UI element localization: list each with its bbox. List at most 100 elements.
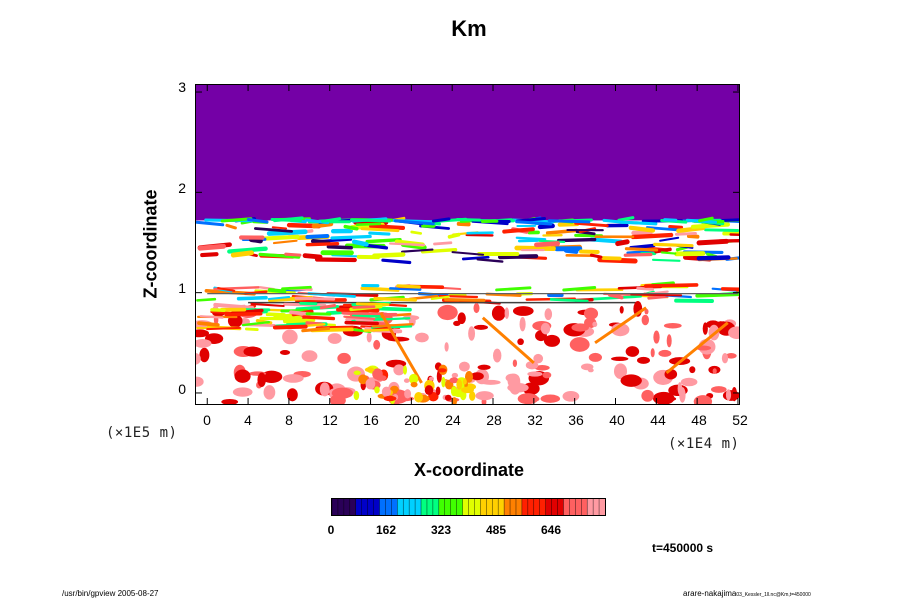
chart-title: Km [451, 16, 487, 41]
lower-patch [337, 352, 351, 364]
colorbar-cell [599, 499, 606, 515]
lower-patch [710, 386, 727, 393]
lower-layer-streak [344, 320, 379, 326]
lower-patch [195, 376, 204, 387]
lower-patch [474, 324, 488, 330]
turbulent-streak [517, 239, 539, 243]
turbulent-streak [556, 237, 597, 243]
colorbar-cell [450, 499, 458, 515]
upper-uniform-region [195, 84, 740, 221]
mid-band-streak [562, 286, 597, 292]
x-tick-label-32: 32 [527, 412, 543, 428]
turbulent-streak [331, 254, 362, 258]
lower-patch [653, 330, 660, 344]
mid-band-streak [549, 298, 589, 303]
colorbar-cell [456, 499, 464, 515]
turbulent-streak [674, 231, 697, 236]
lower-patch [641, 314, 650, 326]
footer-left: /usr/bin/gpview 2005-08-27 [62, 589, 159, 598]
lower-layer-streak [299, 301, 318, 306]
lower-patch [458, 361, 470, 372]
lower-patch [654, 396, 677, 402]
bottom-cluster-patch [444, 394, 452, 401]
turbulent-streak [369, 224, 406, 230]
turbulent-streak [653, 242, 694, 248]
boundary-streak [663, 218, 678, 222]
turbulent-streak [668, 224, 684, 230]
bottom-cluster-patch [402, 365, 408, 375]
lower-patch [658, 349, 672, 357]
lower-patch [725, 389, 732, 401]
turbulent-streak [305, 234, 330, 239]
turbulent-streak [704, 228, 740, 232]
bottom-cluster-patch [462, 378, 467, 385]
y-unit-label: (×1E5 m) [106, 425, 178, 441]
diagonal-feature [594, 306, 647, 345]
colorbar-cell [361, 499, 369, 515]
diagonal-feature [481, 316, 535, 364]
lower-patch [693, 395, 713, 405]
lower-layer-streak [197, 321, 220, 327]
lower-layer-streak [349, 312, 385, 317]
turbulent-streak [258, 252, 301, 259]
lower-patch [527, 371, 543, 377]
colorbar-cell [415, 499, 422, 515]
bottom-cluster-patch [441, 376, 446, 388]
lower-patch [473, 303, 480, 314]
lower-patch [512, 306, 534, 316]
colorbar-cell [486, 499, 493, 515]
lower-patch [644, 308, 649, 315]
lower-patch [588, 352, 603, 362]
bottom-cluster-patch [404, 389, 412, 399]
turbulent-streak [200, 252, 219, 258]
bottom-cluster-patch [365, 378, 376, 390]
boundary-streak [547, 219, 591, 224]
bottom-cluster-patch [450, 386, 458, 397]
diagonal-feature [665, 321, 729, 375]
boundary-streak [455, 218, 482, 222]
colorbar-cell [332, 499, 339, 515]
colorbar-tick-646: 646 [540, 523, 562, 537]
lower-layer-streak [352, 305, 376, 309]
boundary-streak [195, 220, 225, 227]
lower-patch [373, 339, 381, 350]
boundary-streak [698, 216, 714, 223]
turbulent-streak [227, 246, 268, 254]
mid-band-streak [294, 296, 336, 301]
lower-patch [583, 307, 599, 320]
turbulent-streak [660, 251, 677, 255]
lower-patch [533, 353, 544, 364]
lower-patch [666, 334, 672, 348]
lower-patch [234, 369, 251, 383]
footer-right-main: arare-nakajima [683, 589, 737, 598]
colorbar-cell [421, 499, 428, 515]
lower-patch [260, 370, 283, 383]
x-tick-label-12: 12 [322, 412, 338, 428]
lower-patch [243, 346, 263, 357]
boundary-streak [602, 218, 625, 224]
bottom-cluster-patch [383, 395, 397, 402]
mid-band-streak [495, 286, 532, 292]
lower-patch [725, 353, 737, 359]
turbulent-streak [476, 258, 504, 263]
bottom-cluster-patch [451, 372, 459, 378]
x-tick-label-20: 20 [404, 412, 420, 428]
lower-layer-streak [283, 318, 316, 324]
turbulent-streak [420, 247, 458, 254]
colorbar-cell [575, 499, 582, 515]
mid-band-streak [267, 295, 291, 301]
colorbar-cell [426, 499, 434, 515]
footer-right: arare-nakajima03_Kessler_1ll.nc@Km,t=450… [683, 589, 811, 598]
mid-band-streak [373, 296, 418, 302]
lower-patch [680, 377, 698, 387]
turbulent-streak [659, 236, 680, 242]
lower-patch [415, 332, 429, 343]
turbulent-streak [266, 229, 308, 236]
bottom-cluster-patch [364, 367, 375, 373]
colorbar-cell [409, 499, 416, 515]
turbulent-streak [248, 237, 263, 244]
bottom-cluster-patch [393, 364, 405, 376]
y-tick-label-0: 0 [178, 381, 186, 397]
lower-patch [492, 348, 502, 363]
x-tick-label-4: 4 [244, 412, 252, 428]
